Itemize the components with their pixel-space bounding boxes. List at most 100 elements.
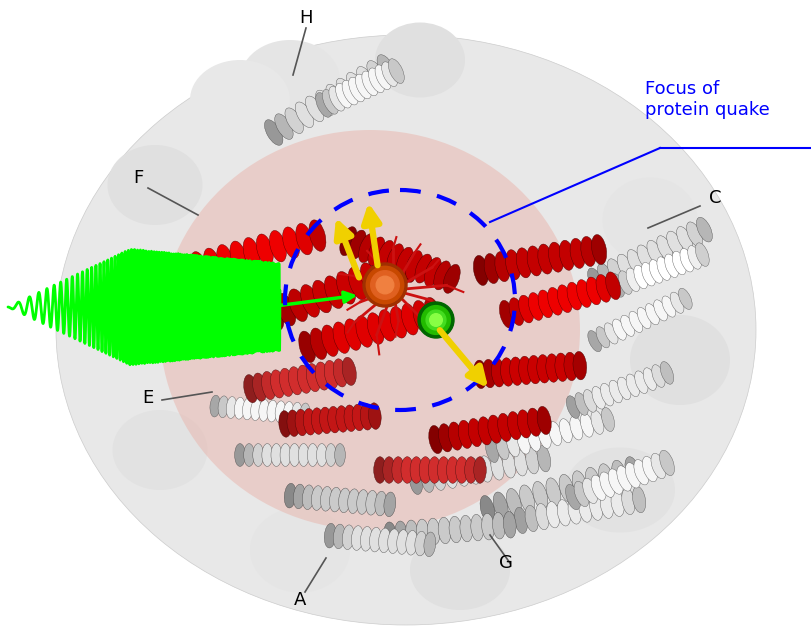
Ellipse shape (679, 248, 693, 272)
Ellipse shape (378, 310, 395, 341)
Ellipse shape (629, 315, 729, 405)
Ellipse shape (676, 227, 692, 252)
Ellipse shape (204, 248, 221, 280)
Ellipse shape (433, 261, 450, 290)
Ellipse shape (252, 373, 267, 401)
Ellipse shape (264, 298, 284, 330)
Ellipse shape (427, 457, 440, 483)
Text: E: E (142, 389, 153, 407)
Ellipse shape (564, 484, 580, 510)
Ellipse shape (307, 444, 318, 467)
Ellipse shape (295, 223, 312, 255)
Ellipse shape (280, 444, 290, 467)
Circle shape (418, 302, 453, 338)
Ellipse shape (545, 354, 559, 382)
Ellipse shape (492, 513, 504, 539)
Ellipse shape (696, 218, 711, 242)
Ellipse shape (259, 399, 269, 421)
Ellipse shape (267, 400, 277, 422)
Ellipse shape (536, 355, 550, 383)
Ellipse shape (338, 488, 350, 513)
Ellipse shape (311, 408, 324, 435)
Ellipse shape (279, 368, 294, 396)
Ellipse shape (333, 524, 345, 548)
Ellipse shape (601, 408, 614, 431)
Ellipse shape (242, 398, 253, 420)
Ellipse shape (344, 319, 361, 350)
Ellipse shape (282, 227, 299, 259)
Circle shape (375, 276, 393, 294)
Ellipse shape (348, 267, 367, 300)
Ellipse shape (650, 453, 665, 479)
Ellipse shape (624, 463, 640, 488)
Ellipse shape (347, 489, 359, 513)
Ellipse shape (621, 488, 634, 515)
Ellipse shape (532, 481, 547, 509)
Ellipse shape (409, 468, 422, 495)
Ellipse shape (348, 77, 364, 102)
Ellipse shape (360, 263, 379, 296)
Ellipse shape (406, 531, 417, 555)
Ellipse shape (341, 80, 358, 105)
Ellipse shape (580, 236, 595, 266)
Ellipse shape (624, 457, 639, 484)
Ellipse shape (362, 71, 377, 96)
Ellipse shape (311, 486, 323, 510)
Ellipse shape (389, 307, 406, 338)
Ellipse shape (342, 525, 354, 550)
Ellipse shape (300, 285, 320, 317)
Ellipse shape (375, 65, 391, 90)
Ellipse shape (368, 68, 384, 93)
Ellipse shape (278, 411, 291, 437)
Ellipse shape (358, 234, 375, 262)
Ellipse shape (663, 254, 678, 278)
Ellipse shape (250, 508, 350, 593)
Ellipse shape (459, 515, 472, 542)
Ellipse shape (587, 330, 601, 352)
Ellipse shape (597, 264, 613, 288)
Ellipse shape (666, 231, 682, 256)
Ellipse shape (367, 61, 384, 86)
Circle shape (421, 306, 450, 334)
Ellipse shape (320, 486, 332, 511)
Ellipse shape (320, 407, 332, 434)
Ellipse shape (487, 415, 501, 444)
Ellipse shape (288, 367, 303, 395)
Ellipse shape (479, 495, 495, 524)
Ellipse shape (580, 413, 593, 437)
Ellipse shape (375, 492, 386, 516)
Ellipse shape (516, 248, 530, 278)
Ellipse shape (506, 433, 519, 457)
Text: F: F (133, 169, 143, 187)
Ellipse shape (566, 282, 581, 310)
Ellipse shape (298, 444, 309, 467)
Ellipse shape (497, 413, 511, 442)
Ellipse shape (595, 275, 610, 302)
Ellipse shape (288, 289, 307, 321)
Ellipse shape (414, 531, 426, 556)
Ellipse shape (496, 436, 508, 460)
Ellipse shape (473, 360, 487, 388)
Ellipse shape (467, 458, 480, 484)
Ellipse shape (394, 521, 407, 548)
Ellipse shape (252, 444, 264, 467)
Ellipse shape (177, 255, 194, 287)
Ellipse shape (605, 272, 620, 300)
Ellipse shape (572, 471, 586, 499)
Ellipse shape (629, 311, 642, 333)
Ellipse shape (251, 399, 261, 420)
Ellipse shape (416, 519, 429, 546)
Ellipse shape (360, 527, 372, 551)
Ellipse shape (448, 516, 461, 543)
Ellipse shape (190, 252, 207, 283)
Ellipse shape (420, 466, 434, 492)
Ellipse shape (80, 268, 180, 353)
Ellipse shape (565, 396, 579, 419)
Ellipse shape (291, 403, 302, 424)
Ellipse shape (376, 54, 395, 80)
Ellipse shape (427, 518, 440, 545)
Ellipse shape (381, 62, 397, 86)
Ellipse shape (483, 253, 499, 284)
Circle shape (426, 310, 445, 330)
Ellipse shape (446, 457, 458, 483)
